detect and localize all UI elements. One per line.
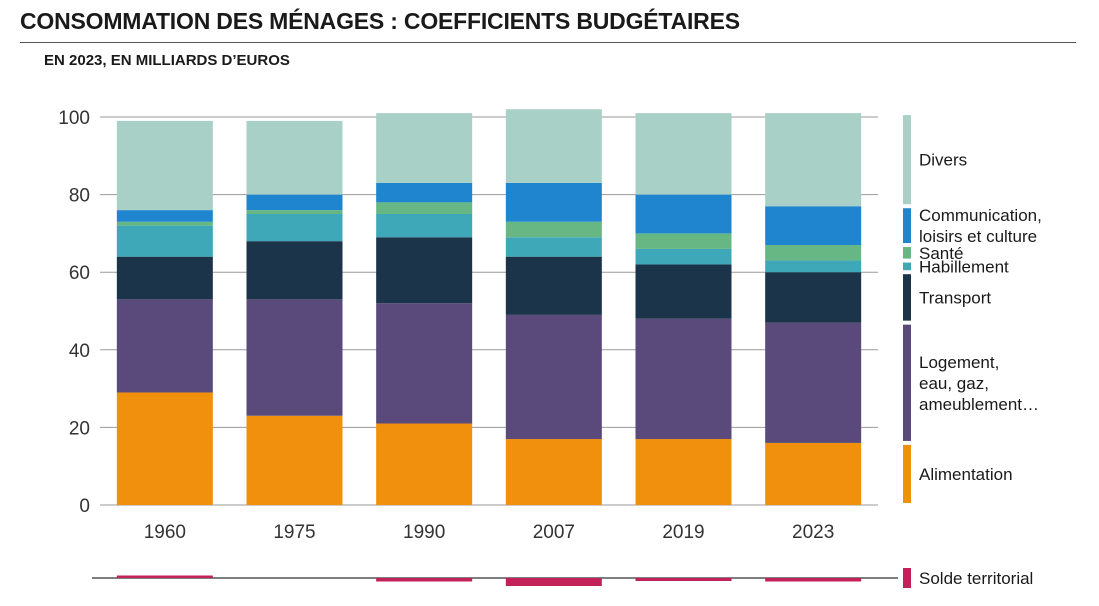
bar-segment-alimentation <box>116 392 213 505</box>
bar-segment-alimentation <box>376 423 473 505</box>
bar-segment-sante <box>635 233 732 249</box>
bar-segment-alimentation <box>635 439 732 505</box>
bar-segment-divers <box>116 120 213 211</box>
bar-segment-logement-eau-gaz-ameublement <box>765 322 862 443</box>
legend: Alimentation Logement, eau, gaz, ameublemen… <box>903 115 1042 503</box>
bar-group-2019 <box>635 113 732 505</box>
bar-segment-divers <box>765 113 862 207</box>
legend-swatch-habillement <box>903 262 911 271</box>
bar-segment-sante <box>116 221 213 226</box>
legend-swatch-alimentation <box>903 444 911 503</box>
legend-swatch-transport <box>903 274 911 321</box>
bar-segment-sante <box>765 245 862 261</box>
x-tick-label: 2007 <box>533 522 575 543</box>
x-tick-label: 1975 <box>273 522 315 543</box>
bar-segment-communication-loisirs-et-culture <box>505 182 602 222</box>
y-tick-label: 0 <box>79 496 90 517</box>
bar-segment-transport <box>765 272 862 323</box>
bar-segment-habillement <box>505 237 602 257</box>
x-tick-label: 2023 <box>792 522 834 543</box>
legend-label-sante: Santé <box>919 244 963 263</box>
solde-bar-1990 <box>376 578 473 582</box>
legend-label-logement-eau-gaz-ameublement: ameublement… <box>919 395 1039 414</box>
y-tick-label: 40 <box>69 341 90 362</box>
bar-segment-habillement <box>376 214 473 238</box>
bar-group-1990 <box>376 113 473 505</box>
legend-swatch-sante <box>903 247 911 259</box>
bar-segment-sante <box>505 221 602 238</box>
y-tick-label: 80 <box>69 186 90 207</box>
legend-label-alimentation: Alimentation <box>919 465 1013 484</box>
bar-group-1960 <box>116 120 213 505</box>
bar-segment-transport <box>635 264 732 319</box>
bar-segment-communication-loisirs-et-culture <box>635 194 732 234</box>
solde-bar-2019 <box>635 578 732 581</box>
bar-segment-sante <box>246 210 343 214</box>
bar-segment-communication-loisirs-et-culture <box>376 182 473 203</box>
bar-segment-divers <box>505 109 602 183</box>
legend-label-logement-eau-gaz-ameublement: eau, gaz, <box>919 374 989 393</box>
gridlines <box>100 116 878 506</box>
bar-segment-logement-eau-gaz-ameublement <box>116 299 213 393</box>
title-divider <box>20 42 1076 43</box>
legend-label-solde-territorial: Solde territorial <box>919 569 1033 588</box>
y-axis: 0 20 40 60 80 100 <box>58 108 90 517</box>
bar-segment-communication-loisirs-et-culture <box>116 210 213 222</box>
bar-segment-logement-eau-gaz-ameublement <box>635 318 732 440</box>
bar-segment-habillement <box>765 260 862 273</box>
bar-segment-transport <box>116 256 213 300</box>
bar-segment-habillement <box>116 225 213 257</box>
legend-swatch-solde-territorial <box>903 568 911 588</box>
legend-label-divers: Divers <box>919 151 967 170</box>
bar-segment-divers <box>376 113 473 183</box>
bar-segment-transport <box>246 241 343 300</box>
bar-group-1975 <box>246 120 343 505</box>
bar-segment-alimentation <box>505 439 602 505</box>
x-tick-label: 2019 <box>662 522 704 543</box>
legend-swatch-logement-eau-gaz-ameublement <box>903 324 911 441</box>
bar-segment-habillement <box>246 214 343 242</box>
bar-segment-communication-loisirs-et-culture <box>246 194 343 211</box>
legend-swatch-communication-loisirs-et-culture <box>903 208 911 244</box>
y-tick-label: 20 <box>69 418 90 439</box>
legend-label-transport: Transport <box>919 288 991 307</box>
legend-swatch-divers <box>903 115 911 205</box>
x-tick-label: 1990 <box>403 522 445 543</box>
bar-segment-divers <box>246 120 343 195</box>
legend-label-communication-loisirs-et-culture: Communication, <box>919 206 1042 225</box>
solde-bar-2007 <box>505 578 602 586</box>
bars <box>116 109 862 505</box>
solde-bar-1960 <box>116 575 213 578</box>
bar-segment-habillement <box>635 248 732 265</box>
solde-bar-2023 <box>765 578 862 582</box>
bar-segment-logement-eau-gaz-ameublement <box>505 314 602 440</box>
legend-label-habillement: Habillement <box>919 257 1009 276</box>
bar-segment-communication-loisirs-et-culture <box>765 206 862 246</box>
bar-segment-logement-eau-gaz-ameublement <box>376 303 473 424</box>
bar-segment-transport <box>505 256 602 315</box>
bar-segment-divers <box>635 113 732 195</box>
bar-segment-logement-eau-gaz-ameublement <box>246 299 343 416</box>
bar-segment-alimentation <box>246 415 343 505</box>
chart-title: CONSOMMATION DES MÉNAGES : COEFFICIENTS … <box>20 8 740 34</box>
y-tick-label: 100 <box>58 108 90 129</box>
x-axis: 1960 1975 1990 2007 2019 2023 <box>144 522 835 543</box>
bar-segment-alimentation <box>765 442 862 505</box>
bar-segment-transport <box>376 237 473 304</box>
bar-segment-sante <box>376 202 473 214</box>
chart-subtitle: EN 2023, EN MILLIARDS D’EUROS <box>44 52 290 69</box>
bar-group-2007 <box>505 109 602 505</box>
legend-label-communication-loisirs-et-culture: loisirs et culture <box>919 227 1037 246</box>
solde-territorial-panel: Solde territorial <box>92 568 1033 588</box>
bar-group-2023 <box>765 113 862 505</box>
x-tick-label: 1960 <box>144 522 186 543</box>
y-tick-label: 60 <box>69 263 90 284</box>
legend-label-logement-eau-gaz-ameublement: Logement, <box>919 353 999 372</box>
